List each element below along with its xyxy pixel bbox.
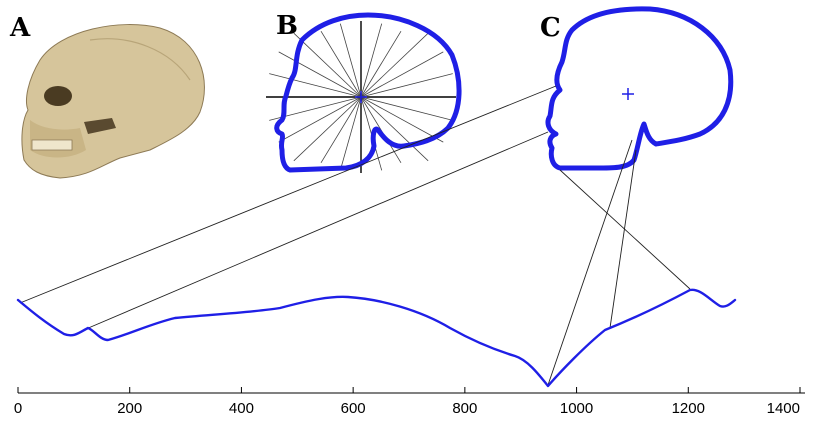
radial-line bbox=[339, 23, 362, 98]
radial-lines bbox=[266, 21, 456, 173]
unrolled-contour-curve bbox=[16, 288, 737, 388]
skull-photo bbox=[21, 24, 205, 179]
x-axis-tick-label: 1400 bbox=[767, 400, 800, 417]
radial-line bbox=[360, 30, 402, 98]
radial-line bbox=[278, 51, 362, 98]
x-axis-tick-label: 800 bbox=[452, 400, 477, 417]
radial-line bbox=[269, 73, 362, 98]
connector-line bbox=[559, 169, 691, 290]
connector-line bbox=[547, 139, 633, 386]
radial-line bbox=[360, 73, 453, 98]
radial-line bbox=[360, 23, 383, 98]
center-marker-b bbox=[355, 91, 367, 103]
x-axis-tick-label: 1000 bbox=[560, 400, 593, 417]
connector-line bbox=[609, 149, 637, 329]
radial-line bbox=[339, 96, 362, 171]
panel-b-label: B bbox=[276, 11, 298, 41]
panel-c-label: C bbox=[540, 13, 561, 43]
connector-lines bbox=[19, 85, 691, 386]
x-axis: 0 200 400 600 800 1000 1200 1400 bbox=[14, 387, 805, 417]
x-axis-tick-label: 200 bbox=[117, 400, 142, 417]
radial-line bbox=[360, 96, 453, 121]
panel-a-label: A bbox=[9, 13, 31, 43]
radial-line bbox=[360, 96, 444, 143]
x-axis-tick-label: 600 bbox=[341, 400, 366, 417]
radial-line bbox=[360, 32, 429, 98]
radial-line bbox=[320, 30, 362, 98]
radial-line bbox=[293, 96, 362, 162]
eye-socket bbox=[44, 86, 72, 106]
x-axis-tick-label: 400 bbox=[229, 400, 254, 417]
panel-a: A bbox=[9, 13, 205, 179]
connector-line bbox=[19, 85, 557, 304]
panel-b: B bbox=[266, 11, 462, 173]
radial-line bbox=[360, 51, 444, 98]
x-axis-tick-label: 0 bbox=[14, 400, 22, 417]
radial-line bbox=[293, 32, 362, 98]
radial-line bbox=[360, 96, 429, 162]
panel-c: C bbox=[540, 6, 734, 171]
center-marker-c bbox=[622, 88, 634, 100]
x-axis-tick-label: 1200 bbox=[672, 400, 705, 417]
connector-line bbox=[85, 131, 549, 330]
skull-outline-b bbox=[274, 12, 462, 173]
radial-line bbox=[278, 96, 362, 143]
radial-line bbox=[320, 96, 362, 164]
skull-outline-c bbox=[545, 6, 734, 171]
